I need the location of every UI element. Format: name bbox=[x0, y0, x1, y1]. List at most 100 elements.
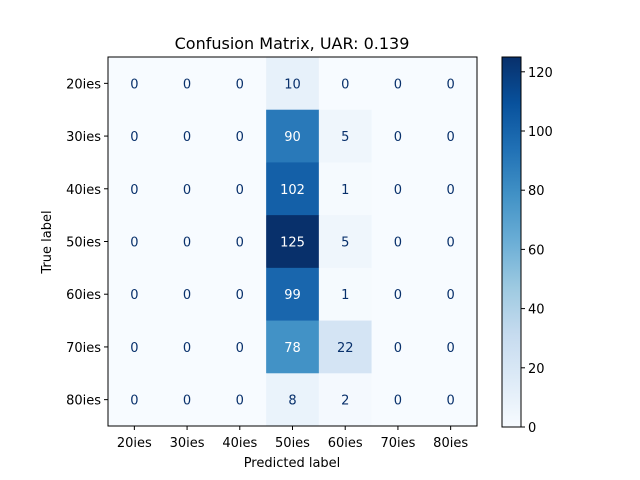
cell-value-label: 0 bbox=[447, 394, 455, 409]
cell-value-label: 0 bbox=[447, 130, 455, 145]
cell-value-label: 5 bbox=[341, 236, 349, 251]
colorbar-tick-label: 100 bbox=[528, 125, 553, 140]
heatmap-cell bbox=[266, 267, 320, 322]
heatmap-cell bbox=[108, 57, 162, 111]
cell-value-label: 0 bbox=[236, 341, 244, 356]
cell-value-label: 78 bbox=[284, 341, 301, 356]
cell-value-label: 0 bbox=[394, 183, 402, 198]
cell-value-label: 0 bbox=[394, 394, 402, 409]
y-tick-label: 70ies bbox=[66, 341, 101, 356]
colorbar-tick-label: 40 bbox=[528, 303, 545, 318]
x-tick-label: 80ies bbox=[433, 436, 468, 451]
heatmap-cell bbox=[160, 267, 214, 322]
heatmap-cell bbox=[318, 215, 373, 269]
y-tick-label: 50ies bbox=[66, 236, 101, 251]
y-axis-label: True label bbox=[40, 210, 55, 274]
cell-value-label: 2 bbox=[341, 394, 349, 409]
heatmap-cells: 0 0 0 10 0 0 00 0 0 90 5 0 00 0 0 102 1 0 00 0 0 125 5 0 00 0 0 99 1… bbox=[108, 57, 478, 427]
heatmap-cell bbox=[318, 373, 373, 427]
heatmap-cell bbox=[108, 267, 162, 322]
heatmap-cell bbox=[424, 215, 478, 269]
heatmap-cell bbox=[213, 109, 267, 163]
cell-value-label: 8 bbox=[288, 394, 296, 409]
cell-value-label: 0 bbox=[183, 288, 191, 303]
colorbar-tick-label: 80 bbox=[528, 184, 545, 199]
heatmap-cell bbox=[108, 109, 162, 163]
heatmap-cell bbox=[371, 109, 425, 163]
cell-value-label: 102 bbox=[280, 183, 305, 198]
heatmap-cell bbox=[213, 373, 267, 427]
cell-value-label: 5 bbox=[341, 130, 349, 145]
heatmap-cell bbox=[213, 57, 267, 111]
heatmap-cell bbox=[160, 215, 214, 269]
heatmap-cell bbox=[371, 267, 425, 322]
heatmap-cell bbox=[318, 267, 373, 322]
cell-value-label: 22 bbox=[337, 341, 354, 356]
cell-value-label: 0 bbox=[130, 341, 138, 356]
heatmap-cell bbox=[108, 373, 162, 427]
colorbar-ticks: 0 20 40 60 80 100 120 bbox=[521, 66, 553, 436]
heatmap-cell bbox=[424, 267, 478, 322]
heatmap-cell bbox=[213, 320, 267, 374]
heatmap-cell bbox=[160, 162, 214, 216]
heatmap-cell bbox=[371, 320, 425, 374]
heatmap-cell bbox=[318, 162, 373, 216]
y-tick-label: 30ies bbox=[66, 130, 101, 145]
x-tick-label: 50ies bbox=[275, 436, 310, 451]
heatmap-cell bbox=[108, 162, 162, 216]
cell-value-label: 0 bbox=[394, 341, 402, 356]
chart-title: Confusion Matrix, UAR: 0.139 bbox=[175, 34, 410, 53]
heatmap-cell bbox=[266, 215, 320, 269]
colorbar-tick-label: 60 bbox=[528, 243, 545, 258]
cell-value-label: 0 bbox=[236, 183, 244, 198]
heatmap-cell bbox=[266, 320, 320, 374]
heatmap-cell bbox=[318, 320, 373, 374]
x-axis-label: Predicted label bbox=[244, 456, 341, 471]
heatmap-cell bbox=[371, 162, 425, 216]
cell-value-label: 0 bbox=[236, 394, 244, 409]
cell-value-label: 0 bbox=[394, 288, 402, 303]
heatmap-cell bbox=[266, 373, 320, 427]
cell-value-label: 0 bbox=[130, 288, 138, 303]
cell-value-label: 0 bbox=[183, 394, 191, 409]
heatmap-cell bbox=[160, 109, 214, 163]
cell-value-label: 125 bbox=[280, 236, 305, 251]
y-axis-ticks: 20ies 30ies 40ies 50ies 60ies 70ies 80ies bbox=[66, 77, 108, 409]
x-axis-ticks: 20ies 30ies 40ies 50ies 60ies 70ies 80ies bbox=[117, 426, 468, 451]
heatmap-cell bbox=[424, 320, 478, 374]
colorbar bbox=[501, 56, 522, 428]
cell-value-label: 0 bbox=[394, 130, 402, 145]
heatmap-cell bbox=[213, 215, 267, 269]
cell-value-label: 1 bbox=[341, 183, 349, 198]
y-tick-label: 80ies bbox=[66, 394, 101, 409]
cell-value-label: 0 bbox=[236, 130, 244, 145]
cell-value-label: 0 bbox=[183, 236, 191, 251]
heatmap-cell bbox=[108, 215, 162, 269]
cell-value-label: 0 bbox=[183, 130, 191, 145]
cell-value-label: 0 bbox=[130, 77, 138, 92]
cell-value-label: 0 bbox=[447, 236, 455, 251]
heatmap-cell bbox=[424, 162, 478, 216]
cell-value-label: 0 bbox=[236, 288, 244, 303]
cell-value-label: 0 bbox=[447, 288, 455, 303]
heatmap-cell bbox=[318, 109, 373, 163]
cell-value-label: 0 bbox=[447, 341, 455, 356]
colorbar-tick-label: 120 bbox=[528, 66, 553, 81]
cell-value-label: 0 bbox=[130, 183, 138, 198]
x-tick-label: 20ies bbox=[117, 436, 152, 451]
x-tick-label: 70ies bbox=[380, 436, 415, 451]
cell-value-label: 0 bbox=[130, 236, 138, 251]
cell-value-label: 10 bbox=[284, 77, 301, 92]
cell-value-label: 0 bbox=[183, 77, 191, 92]
cell-value-label: 90 bbox=[284, 130, 301, 145]
heatmap-cell bbox=[371, 215, 425, 269]
heatmap-cell bbox=[318, 57, 373, 111]
heatmap-cell bbox=[160, 373, 214, 427]
cell-value-label: 0 bbox=[236, 236, 244, 251]
heatmap-cell bbox=[266, 57, 320, 111]
cell-value-label: 0 bbox=[130, 394, 138, 409]
heatmap-cell bbox=[424, 109, 478, 163]
heatmap-cell bbox=[108, 320, 162, 374]
y-tick-label: 20ies bbox=[66, 77, 101, 92]
